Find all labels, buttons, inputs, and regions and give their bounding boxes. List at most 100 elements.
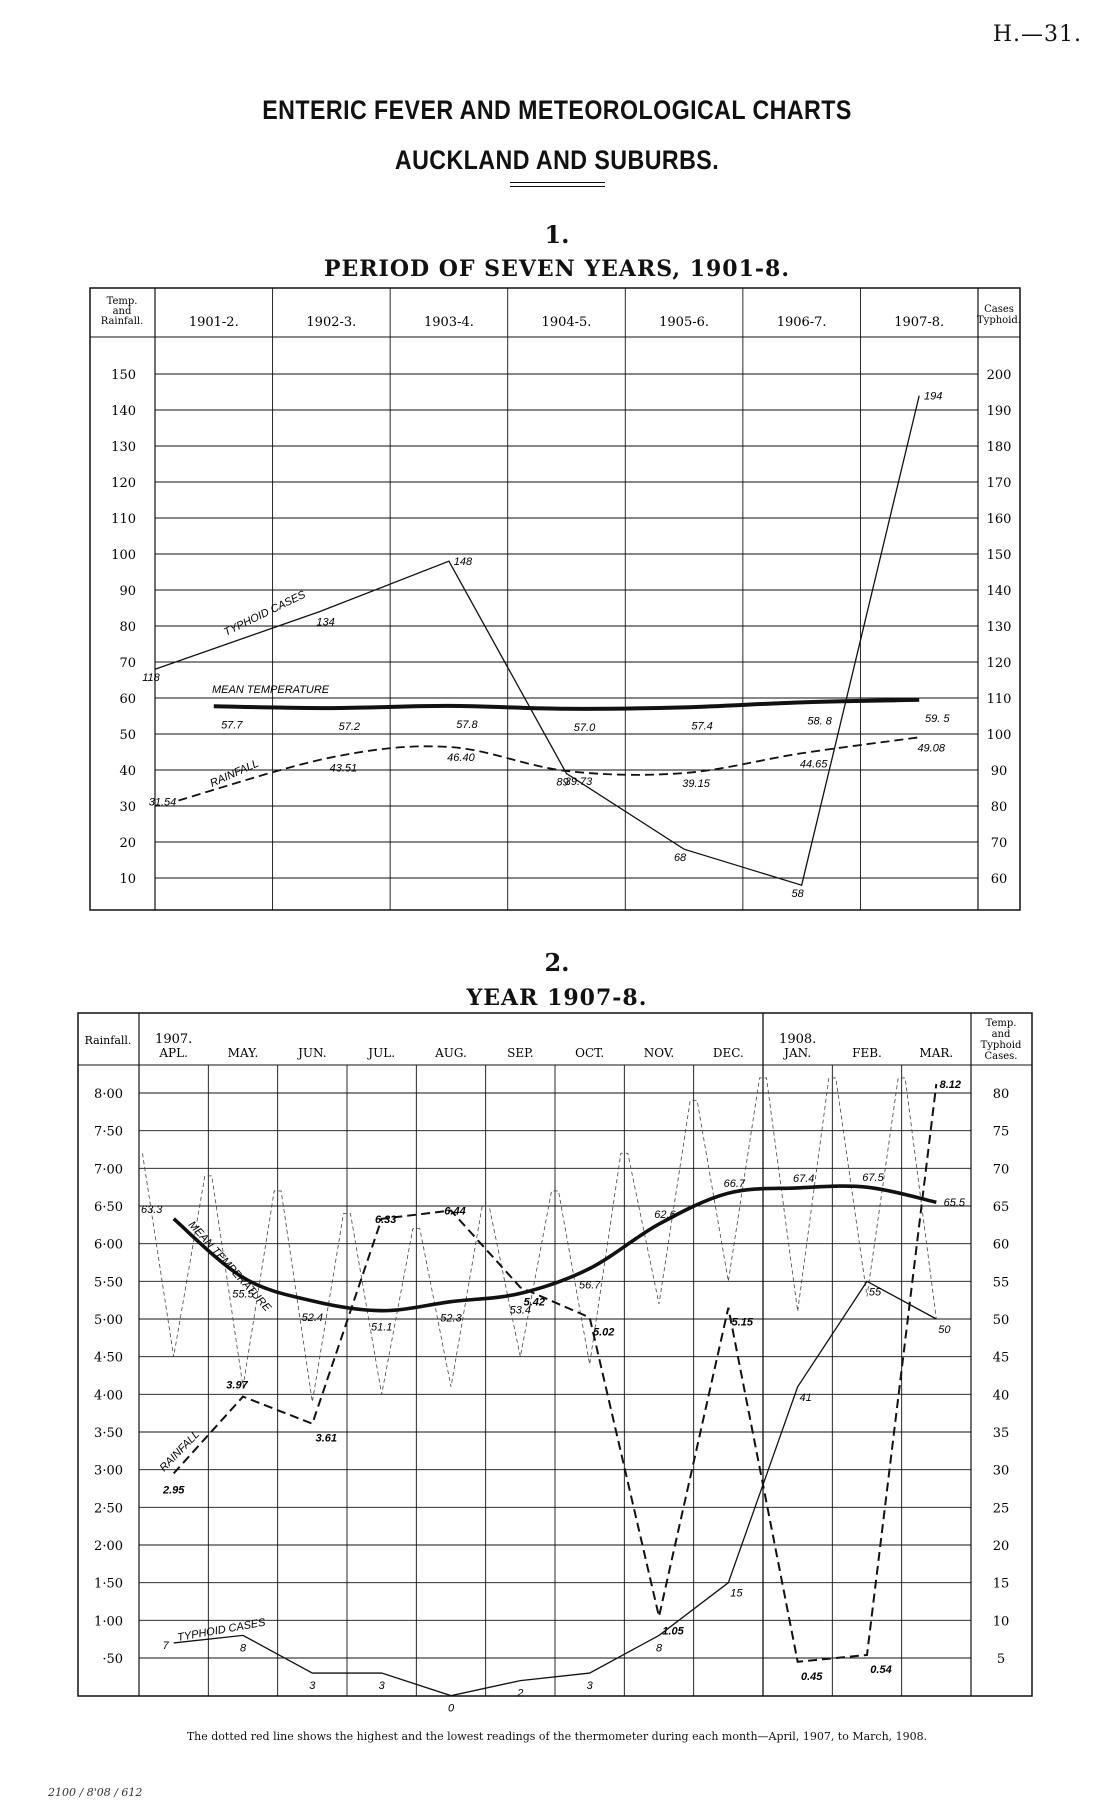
- chart2-data-label: 3.97: [226, 1380, 248, 1392]
- chart1-data-label: 58: [792, 888, 805, 900]
- chart2-data-label: 5.15: [732, 1317, 754, 1329]
- chart2-data-label: 53.4: [510, 1304, 531, 1316]
- chart1-right-tick: 80: [991, 800, 1008, 815]
- chart2-right-axis-header: Typhoid: [981, 1040, 1022, 1051]
- chart1-left-tick: 70: [119, 656, 136, 671]
- chart1-data-label: 57.2: [339, 721, 360, 733]
- chart2-data-label: 0.54: [870, 1664, 891, 1676]
- chart1-data-label: 43.51: [330, 762, 358, 774]
- chart1-category-label: 1904-5.: [542, 315, 592, 330]
- chart1-left-axis-header: Temp.: [107, 296, 138, 307]
- chart1-right-tick: 140: [987, 584, 1012, 599]
- chart1-right-tick: 120: [987, 656, 1012, 671]
- chart2-year-label: 1908.: [779, 1032, 816, 1047]
- chart1-data-label: 118: [142, 672, 160, 684]
- chart2-category-label: MAR.: [919, 1046, 953, 1060]
- chart2-left-tick: 1·00: [94, 1614, 123, 1629]
- chart2-left-tick: 3·50: [94, 1426, 123, 1441]
- chart2-series-name: MEAN TEMPERATURE: [186, 1219, 274, 1315]
- chart2-right-axis-header: Cases.: [985, 1051, 1018, 1062]
- chart2-left-tick: 7·00: [94, 1162, 123, 1177]
- chart2-series-thermometer: [142, 1077, 937, 1402]
- chart2-right-tick: 45: [993, 1351, 1010, 1366]
- chart2-data-label: 52.3: [440, 1313, 462, 1325]
- chart2-data-label: 56.7: [579, 1280, 601, 1292]
- chart1-left-axis-header: and: [113, 306, 132, 317]
- chart2-category-label: JAN.: [782, 1046, 811, 1060]
- chart2-left-tick: 4·00: [94, 1388, 123, 1403]
- chart2-data-label: 6.33: [375, 1214, 396, 1226]
- chart2-right-tick: 30: [993, 1464, 1010, 1479]
- chart2-left-axis-header: Rainfall.: [85, 1034, 132, 1047]
- chart2-right-tick: 10: [993, 1614, 1010, 1629]
- chart2-data-label: 0.45: [801, 1671, 823, 1683]
- chart2-right-tick: 25: [993, 1501, 1010, 1516]
- chart1-data-label: 39.15: [682, 778, 710, 790]
- chart2-data-label: 8.12: [940, 1079, 961, 1091]
- chart2-data-label: 2: [516, 1688, 523, 1700]
- chart2-data-label: 51.1: [371, 1322, 392, 1334]
- chart2-data-label: 8: [656, 1642, 663, 1654]
- chart1-left-axis-header: Rainfall.: [101, 316, 144, 327]
- chart2-data-label: 5.42: [524, 1296, 545, 1308]
- chart2-category-label: DEC.: [713, 1046, 744, 1060]
- chart1-right-tick: 60: [991, 872, 1008, 887]
- chart1-right-tick: 130: [987, 620, 1012, 635]
- chart2-data-label: 67.5: [862, 1172, 884, 1184]
- chart1-left-tick: 100: [111, 548, 136, 563]
- chart2-data-label: 0: [448, 1703, 455, 1715]
- chart2-category-label: SEP.: [507, 1046, 533, 1060]
- chart2-data-label: 3: [587, 1680, 594, 1692]
- chart1-right-tick: 200: [987, 368, 1012, 383]
- chart2-category-label: JUN.: [296, 1046, 326, 1060]
- chart1-right-tick: 170: [987, 476, 1012, 491]
- chart1-category-label: 1906-7.: [777, 315, 827, 330]
- chart1-right-tick: 150: [987, 548, 1012, 563]
- chart1-series-rainfall: [178, 736, 920, 802]
- chart1-left-tick: 140: [111, 404, 136, 419]
- chart2-right-tick: 65: [993, 1200, 1010, 1215]
- chart2-series-rainfall: [172, 1083, 938, 1663]
- chart1-left-tick: 110: [111, 512, 136, 527]
- chart1-data-label: 89: [556, 777, 568, 789]
- chart2-left-tick: 2·50: [94, 1501, 123, 1516]
- chart1-data-label: 49.08: [917, 742, 945, 754]
- chart1-category-label: 1901-2.: [189, 315, 239, 330]
- chart1-left-tick: 10: [119, 872, 136, 887]
- chart2-data-label: 55: [869, 1286, 882, 1298]
- title-rule: [510, 186, 605, 187]
- chart2-left-tick: 8·00: [94, 1087, 123, 1102]
- chart2-left-tick: 7·50: [94, 1125, 123, 1140]
- chart1-left-tick: 90: [119, 584, 136, 599]
- chart2-right-tick: 70: [993, 1162, 1010, 1177]
- chart1-data-label: 31.54: [149, 796, 177, 808]
- chart2-category-label: MAY.: [228, 1046, 259, 1060]
- chart2-right-tick: 20: [993, 1539, 1010, 1554]
- chart2-category-label: OCT.: [575, 1046, 604, 1060]
- chart1-data-label: 57.8: [456, 719, 478, 731]
- chart1-left-tick: 60: [119, 692, 136, 707]
- chart2-data-label: 15: [730, 1588, 743, 1600]
- chart2-data-label: 66.7: [724, 1178, 746, 1190]
- chart2-left-tick: 5·50: [94, 1275, 123, 1290]
- report-code: H.—31.: [992, 22, 1082, 47]
- chart1-left-tick: 130: [111, 440, 136, 455]
- chart2-left-tick: 5·00: [94, 1313, 123, 1328]
- chart2-data-label: 55.5: [232, 1289, 254, 1301]
- chart1-left-tick: 80: [119, 620, 136, 635]
- chart1-category-label: 1907-8.: [894, 315, 944, 330]
- chart2-data-label: 67.4: [793, 1173, 814, 1185]
- chart1-data-label: 68: [674, 852, 687, 864]
- chart2-category-label: FEB.: [852, 1046, 882, 1060]
- chart1-right-tick: 90: [991, 764, 1008, 779]
- chart1-left-tick: 120: [111, 476, 136, 491]
- chart1-right-axis-header: Typhoid.: [977, 315, 1021, 326]
- chart2-right-tick: 50: [993, 1313, 1010, 1328]
- chart2-left-tick: 2·00: [94, 1539, 123, 1554]
- chart2-data-label: 3.61: [316, 1433, 337, 1445]
- chart1-data-label: 134: [316, 617, 334, 629]
- chart1-right-tick: 70: [991, 836, 1008, 851]
- chart1-series-typhoid: [154, 395, 920, 887]
